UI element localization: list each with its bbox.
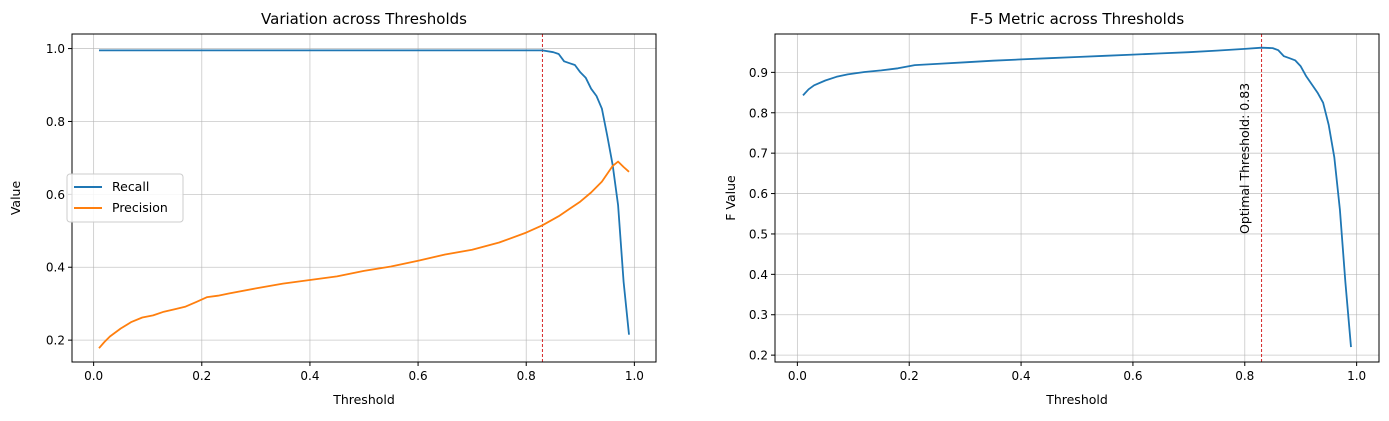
chart-f5-metric: F-5 Metric across Thresholds 0.0 0.2 0.4 0.… <box>723 10 1380 407</box>
optimal-threshold-annotation: Optimal Threshold: 0.83 <box>1237 83 1252 234</box>
x-axis-label: Threshold <box>332 392 395 407</box>
x-tick-label: 1.0 <box>1347 369 1366 383</box>
series-line-f-value <box>802 46 1352 348</box>
y-tick-label: 0.3 <box>749 308 768 322</box>
chart-recall-precision: Variation across Thresholds 0.0 0.2 0.4 0.6… <box>8 10 657 407</box>
y-tick-label: 0.8 <box>46 115 65 129</box>
x-tick-label: 0.6 <box>1123 369 1142 383</box>
y-axis-ticks: 0.2 0.4 0.6 0.8 1.0 <box>46 42 72 348</box>
y-tick-label: 0.8 <box>749 106 768 120</box>
y-tick-label: 0.2 <box>46 334 65 348</box>
legend-label-precision: Precision <box>112 200 168 215</box>
y-tick-label: 1.0 <box>46 42 65 56</box>
x-tick-label: 0.8 <box>1235 369 1254 383</box>
grid <box>72 34 656 362</box>
series-lines <box>98 49 630 349</box>
y-tick-label: 0.4 <box>749 268 768 282</box>
x-axis-label: Threshold <box>1045 392 1108 407</box>
y-tick-label: 0.4 <box>46 261 65 275</box>
y-axis-label: F Value <box>723 175 738 221</box>
y-axis-label: Value <box>8 181 23 216</box>
x-tick-label: 0.6 <box>409 369 428 383</box>
y-tick-label: 0.6 <box>749 187 768 201</box>
y-axis-ticks: 0.2 0.3 0.4 0.5 0.6 0.7 0.8 0.9 <box>749 66 775 363</box>
x-tick-label: 0.4 <box>1012 369 1031 383</box>
plot-frame <box>774 33 1380 363</box>
legend-label-recall: Recall <box>112 179 149 194</box>
x-tick-label: 0.0 <box>84 369 103 383</box>
y-tick-label: 0.7 <box>749 147 768 161</box>
y-tick-label: 0.2 <box>749 349 768 363</box>
x-axis-ticks: 0.0 0.2 0.4 0.6 0.8 1.0 <box>788 362 1366 383</box>
series-line-precision <box>98 160 630 349</box>
x-tick-label: 0.0 <box>788 369 807 383</box>
x-tick-label: 1.0 <box>625 369 644 383</box>
chart-title: F-5 Metric across Thresholds <box>970 10 1185 28</box>
y-tick-label: 0.6 <box>46 188 65 202</box>
x-tick-label: 0.2 <box>900 369 919 383</box>
y-tick-label: 0.9 <box>749 66 768 80</box>
x-tick-label: 0.2 <box>192 369 211 383</box>
x-tick-label: 0.8 <box>517 369 536 383</box>
chart-title: Variation across Thresholds <box>261 10 467 28</box>
y-tick-label: 0.5 <box>749 227 768 241</box>
series-line-recall <box>99 49 630 335</box>
legend: Recall Precision <box>66 173 184 223</box>
grid <box>775 34 1379 362</box>
x-axis-ticks: 0.0 0.2 0.4 0.6 0.8 1.0 <box>84 362 644 383</box>
x-tick-label: 0.4 <box>300 369 319 383</box>
series-lines <box>802 46 1352 348</box>
